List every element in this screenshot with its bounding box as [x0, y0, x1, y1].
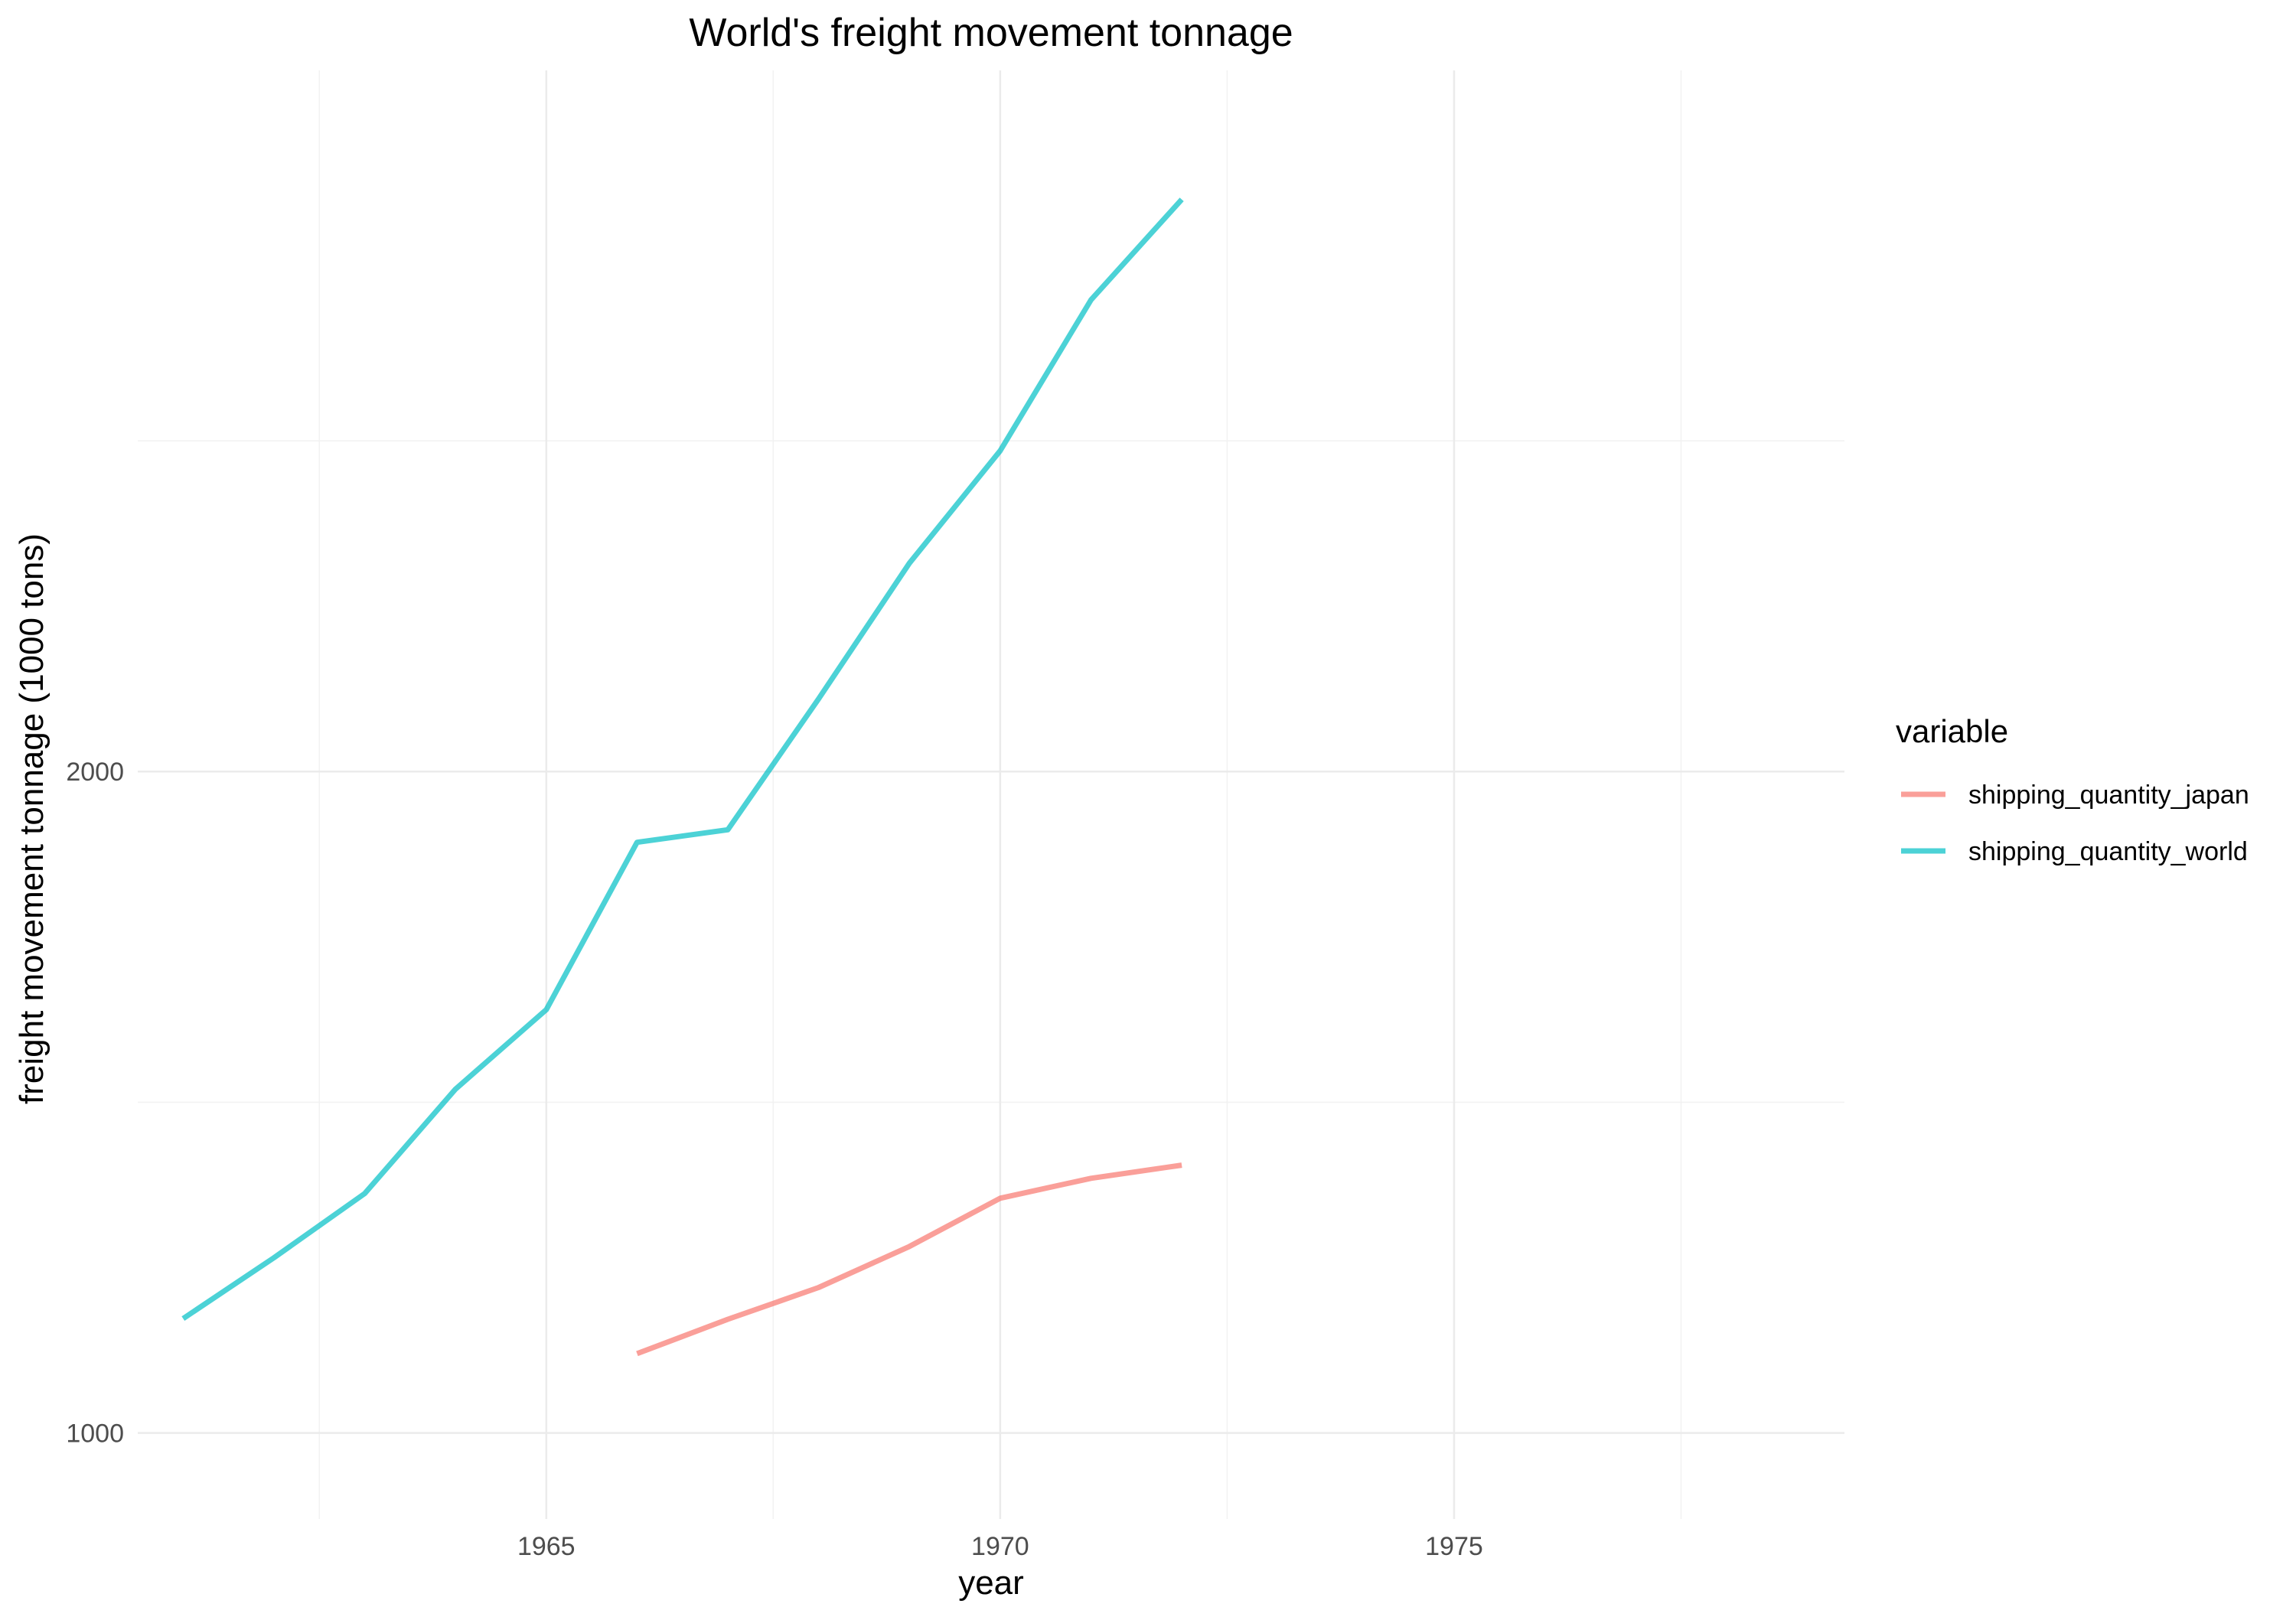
chart-title: World's freight movement tonnage — [689, 11, 1293, 55]
x-tick-label: 1975 — [1425, 1532, 1483, 1561]
series-line-shipping-quantity-japan — [636, 1162, 1182, 1357]
x-axis-title: year — [958, 1564, 1024, 1602]
series-line-shipping-quantity-world — [181, 197, 1184, 1322]
x-tick-label: 1965 — [517, 1532, 576, 1561]
y-axis-tick-labels: 1000 2000 — [66, 758, 124, 1448]
y-axis-title: freight movement tonnage (1000 tons) — [13, 533, 51, 1104]
legend: variable shipping_quantity_japan shipping… — [1896, 713, 2249, 866]
y-tick-label: 2000 — [66, 758, 124, 787]
series-lines — [181, 197, 1184, 1357]
x-tick-label: 1970 — [971, 1532, 1029, 1561]
grid-lines — [138, 70, 1844, 1519]
legend-title: variable — [1896, 713, 2008, 749]
x-axis-tick-labels: 1965 1970 1975 — [517, 1532, 1483, 1561]
legend-label: shipping_quantity_world — [1968, 837, 2248, 866]
legend-label: shipping_quantity_japan — [1968, 781, 2249, 810]
y-tick-label: 1000 — [66, 1420, 124, 1449]
